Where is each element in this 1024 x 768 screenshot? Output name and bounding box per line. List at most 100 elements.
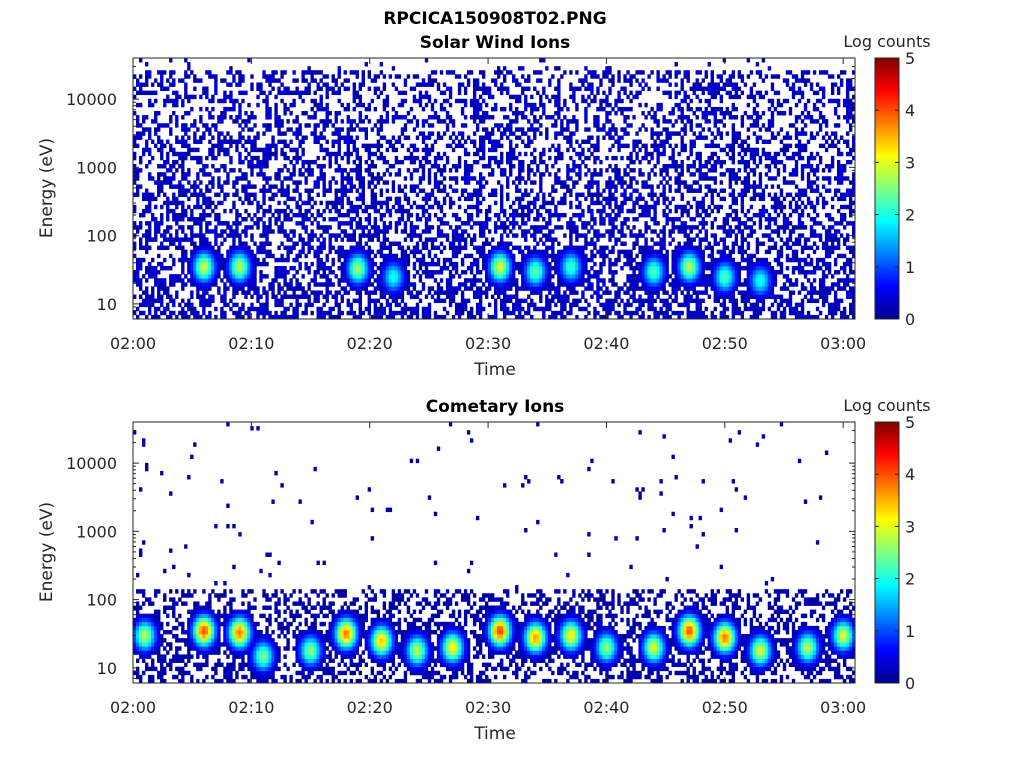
heatmap-cell — [506, 253, 510, 259]
heatmap-cell — [199, 78, 203, 83]
heatmap-cell — [190, 106, 194, 112]
heatmap-cell — [355, 257, 359, 263]
heatmap-cell — [190, 261, 194, 267]
heatmap-cell — [581, 212, 585, 218]
heatmap-cell — [253, 212, 257, 218]
heatmap-cell — [160, 164, 164, 169]
heatmap-cell — [133, 86, 137, 91]
heatmap-cell — [466, 253, 471, 259]
heatmap-cell — [448, 278, 453, 283]
heatmap-cell — [184, 94, 188, 100]
heatmap-cell — [427, 225, 432, 230]
heatmap-cell — [596, 115, 600, 120]
heatmap-cell — [241, 159, 245, 165]
heatmap-cell — [241, 286, 245, 291]
heatmap-cell — [349, 200, 353, 206]
heatmap-cell — [256, 159, 260, 165]
heatmap-cell — [205, 314, 209, 320]
heatmap-cell — [536, 225, 540, 230]
heatmap-cell — [277, 188, 281, 193]
heatmap-cell — [518, 245, 522, 251]
heatmap-cell — [599, 102, 603, 108]
heatmap-cell — [247, 159, 251, 165]
heatmap-cell — [256, 314, 260, 320]
heatmap-cell — [208, 282, 212, 287]
heatmap-cell — [494, 314, 498, 320]
heatmap-cell — [397, 274, 402, 279]
heatmap-cell — [524, 212, 528, 218]
heatmap-cell — [475, 102, 480, 108]
heatmap-cell — [331, 270, 335, 275]
heatmap-cell — [223, 310, 227, 316]
heatmap-cell — [415, 290, 420, 295]
heatmap-cell — [343, 70, 347, 75]
heatmap-cell — [463, 298, 468, 304]
heatmap-cell — [445, 237, 450, 242]
heatmap-cell — [202, 278, 206, 283]
heatmap-cell — [157, 290, 161, 295]
heatmap-cell — [566, 286, 570, 291]
heatmap-cell — [322, 270, 326, 275]
heatmap-cell — [433, 278, 438, 283]
heatmap-cell — [268, 127, 272, 132]
heatmap-cell — [202, 217, 206, 222]
heatmap-cell — [205, 298, 209, 304]
heatmap-cell — [289, 265, 293, 271]
heatmap-cell — [554, 237, 558, 242]
heatmap-cell — [584, 78, 588, 83]
heatmap-cell — [572, 164, 576, 169]
heatmap-cell — [187, 302, 191, 308]
heatmap-cell — [319, 245, 323, 251]
heatmap-cell — [593, 241, 597, 246]
heatmap-cell — [463, 245, 468, 251]
heatmap-cell — [184, 314, 188, 320]
heatmap-cell — [196, 192, 200, 198]
heatmap-cell — [229, 82, 233, 87]
heatmap-cell — [343, 192, 347, 198]
heatmap-cell — [509, 123, 513, 128]
heatmap-cell — [280, 229, 284, 234]
heatmap-cell — [506, 241, 510, 246]
heatmap-cell — [196, 274, 200, 279]
heatmap-cell — [367, 204, 372, 210]
heatmap-cell — [139, 159, 143, 165]
heatmap-cell — [587, 192, 591, 198]
heatmap-cell — [388, 208, 393, 214]
heatmap-cell — [373, 123, 378, 128]
heatmap-cell — [364, 274, 368, 279]
heatmap-cell — [466, 78, 471, 83]
heatmap-cell — [385, 200, 390, 206]
heatmap-cell — [536, 119, 540, 124]
heatmap-cell — [557, 98, 561, 104]
heatmap-cell — [250, 82, 254, 87]
heatmap-cell — [608, 147, 612, 153]
heatmap-cell — [527, 217, 531, 222]
heatmap-cell — [599, 221, 603, 226]
heatmap-cell — [497, 86, 501, 91]
heatmap-cell — [289, 229, 293, 234]
heatmap-cell — [163, 180, 167, 185]
heatmap-cell — [436, 217, 441, 222]
heatmap-cell — [298, 237, 302, 242]
heatmap-cell — [587, 208, 591, 214]
heatmap-cell — [166, 294, 170, 299]
heatmap-cell — [620, 143, 624, 149]
heatmap-cell — [256, 135, 260, 140]
heatmap-cell — [442, 90, 447, 96]
heatmap-cell — [367, 86, 372, 91]
heatmap-cell — [253, 290, 257, 295]
heatmap-cell — [232, 184, 236, 189]
heatmap-cell — [581, 151, 585, 157]
heatmap-cell — [472, 294, 477, 299]
heatmap-cell — [527, 270, 531, 275]
heatmap-cell — [512, 310, 516, 316]
heatmap-cell — [343, 229, 347, 234]
heatmap-cell — [503, 172, 507, 177]
heatmap-cell — [301, 147, 305, 153]
heatmap-cell — [208, 314, 212, 320]
heatmap-cell — [463, 241, 468, 246]
heatmap-cell — [364, 241, 368, 246]
heatmap-cell — [575, 106, 579, 112]
heatmap-cell — [403, 78, 408, 83]
heatmap-cell — [373, 74, 378, 79]
